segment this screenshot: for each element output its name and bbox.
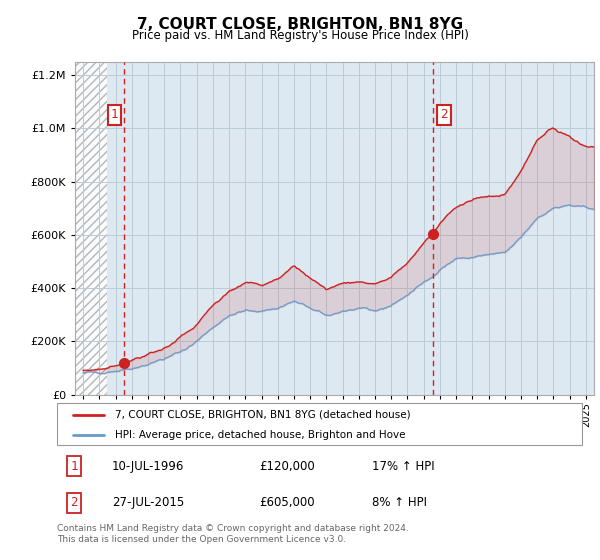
Text: HPI: Average price, detached house, Brighton and Hove: HPI: Average price, detached house, Brig…: [115, 430, 405, 440]
Text: 2: 2: [70, 496, 77, 510]
Text: 1: 1: [111, 109, 118, 122]
FancyBboxPatch shape: [57, 403, 582, 445]
Text: Price paid vs. HM Land Registry's House Price Index (HPI): Price paid vs. HM Land Registry's House …: [131, 29, 469, 42]
Text: 10-JUL-1996: 10-JUL-1996: [112, 460, 185, 473]
Text: 7, COURT CLOSE, BRIGHTON, BN1 8YG: 7, COURT CLOSE, BRIGHTON, BN1 8YG: [137, 17, 463, 32]
Text: 1: 1: [70, 460, 77, 473]
Text: £120,000: £120,000: [259, 460, 315, 473]
Text: 2: 2: [440, 109, 448, 122]
Text: 7, COURT CLOSE, BRIGHTON, BN1 8YG (detached house): 7, COURT CLOSE, BRIGHTON, BN1 8YG (detac…: [115, 410, 410, 420]
Text: 17% ↑ HPI: 17% ↑ HPI: [372, 460, 434, 473]
Text: 27-JUL-2015: 27-JUL-2015: [112, 496, 184, 510]
Text: 8% ↑ HPI: 8% ↑ HPI: [372, 496, 427, 510]
Text: £605,000: £605,000: [259, 496, 315, 510]
Text: Contains HM Land Registry data © Crown copyright and database right 2024.
This d: Contains HM Land Registry data © Crown c…: [57, 524, 409, 544]
Bar: [75, 62, 107, 395]
